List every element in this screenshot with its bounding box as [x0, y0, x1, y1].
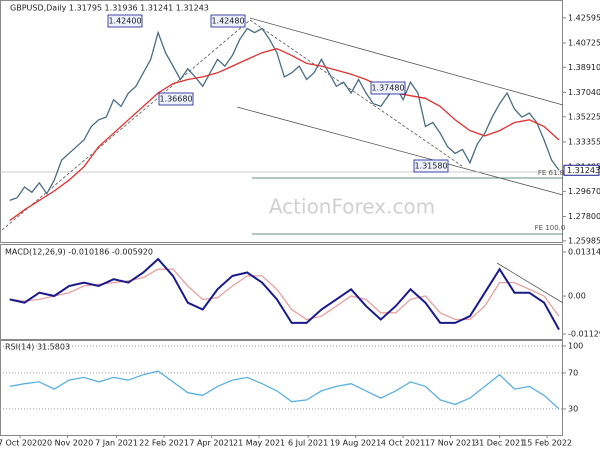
price-marker-box [563, 164, 600, 176]
annotation: FE 100.0 [535, 224, 566, 232]
x-tick-label: 19 Aug 2021 [330, 439, 381, 448]
series-line [9, 27, 560, 202]
channel-lower [236, 106, 564, 196]
rsi-frame [0, 340, 563, 436]
price-marker-label: 1.31243 [567, 166, 600, 175]
annotation: 1.31580 [414, 162, 447, 171]
chart-title: GBPUSD,Daily 1.31795 1.31936 1.31241 1.3… [10, 4, 209, 13]
y-tick-label: 1.29670 [568, 187, 600, 196]
y-tick-label: -0.011297 [568, 329, 600, 338]
y-tick-label: 70 [568, 368, 578, 377]
annotation: 1.36680 [159, 95, 192, 104]
y-tick-label: 1.38910 [568, 63, 600, 72]
annotation-box [107, 14, 143, 28]
dashed-line [1, 19, 251, 231]
y-tick-label: 0.00 [568, 292, 586, 301]
macd-title: MACD(12,26,9) -0.010186 -0.005920 [5, 248, 153, 257]
y-tick-label: 1.33355 [568, 137, 600, 146]
annotation-box [370, 81, 406, 95]
x-tick-label: 7 Apr 2021 [189, 439, 233, 448]
y-tick-label: 0.013143 [568, 247, 600, 256]
x-tick-label: 7 Jan 2021 [95, 439, 138, 448]
series-line [9, 257, 560, 331]
x-tick-label: 15 Feb 2022 [522, 439, 572, 448]
y-tick-label: 1.27800 [568, 212, 600, 221]
annotation: 1.37480 [371, 84, 404, 93]
annotation: FE 61.8 [538, 169, 564, 177]
x-tick-label: 22 Feb 2021 [139, 439, 189, 448]
series-line [9, 48, 560, 222]
macd-trend [496, 262, 564, 304]
price-frame [0, 0, 563, 243]
x-tick-label: 21 May 2021 [233, 439, 285, 448]
x-tick-label: 31 Dec 2021 [474, 439, 525, 448]
annotation: 1.42480 [211, 17, 244, 26]
annotation-box [413, 159, 449, 173]
x-tick-label: 4 Oct 2021 [381, 439, 425, 448]
trend-lines [0, 17, 564, 304]
y-tick-label: 30 [568, 404, 578, 413]
y-tick-label: 1.25985 [568, 236, 600, 245]
rsi-title: RSI(14) 31.5803 [5, 343, 70, 352]
x-tick-label: 7 Oct 2020 [0, 439, 42, 448]
frames [0, 0, 563, 436]
annotation-box [210, 14, 246, 28]
series-line [9, 370, 560, 410]
y-tick-label: 1.37040 [568, 88, 600, 97]
x-tick-label: 17 Nov 2021 [425, 439, 476, 448]
y-tick-label: 1.42595 [568, 13, 600, 22]
y-tick-label: 1.35225 [568, 112, 600, 121]
x-tick-label: 6 Jul 2021 [288, 439, 328, 448]
annotation-box [158, 92, 194, 106]
y-tick-label: 1.40725 [568, 38, 600, 47]
channel-upper [249, 17, 564, 106]
x-tick-label: 20 Nov 2020 [42, 439, 93, 448]
dashed-line [249, 19, 463, 167]
y-tick-label: 100 [568, 341, 583, 350]
macd-frame [0, 244, 563, 340]
annotation: 1.42400 [108, 17, 141, 26]
watermark: ActionForex.com [269, 195, 435, 219]
